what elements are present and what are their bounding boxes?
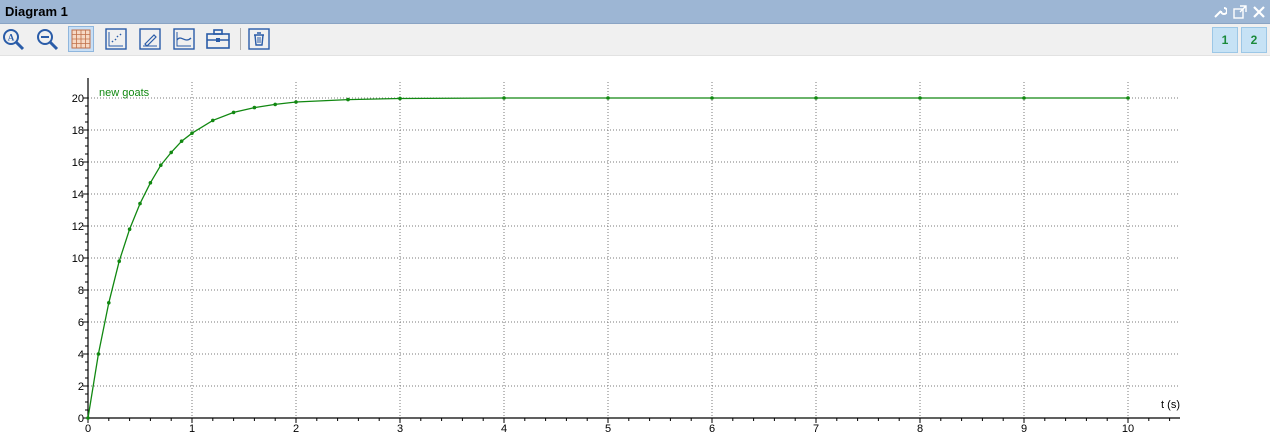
data-point — [710, 96, 714, 100]
data-point — [127, 227, 132, 231]
svg-text:A: A — [8, 33, 15, 43]
data-point — [606, 96, 610, 100]
data-point — [346, 97, 350, 102]
close-icon[interactable] — [1251, 4, 1267, 20]
zoom-out-icon[interactable] — [34, 26, 60, 52]
toolbox-icon[interactable] — [205, 26, 231, 52]
zoom-in-icon[interactable]: A — [0, 26, 26, 52]
window-title: Diagram 1 — [5, 4, 68, 19]
y-tick-label: 18 — [72, 125, 84, 137]
data-point — [398, 96, 402, 101]
x-tick-label: 0 — [85, 423, 91, 435]
page-button-2[interactable]: 2 — [1241, 27, 1267, 53]
y-tick-label: 20 — [72, 93, 84, 105]
data-point — [502, 96, 506, 100]
window-titlebar: Diagram 1 — [0, 0, 1270, 24]
data-point — [211, 118, 215, 123]
y-tick-label: 2 — [78, 381, 84, 393]
data-point — [179, 139, 184, 143]
x-tick-label: 8 — [917, 423, 923, 435]
data-point — [918, 96, 922, 100]
data-point — [1022, 96, 1026, 100]
y-tick-label: 10 — [72, 253, 84, 265]
grid-icon[interactable] — [68, 26, 94, 52]
x-tick-label: 3 — [397, 423, 403, 435]
undock-icon[interactable] — [1232, 4, 1248, 20]
series-label: new goats — [99, 87, 150, 99]
y-tick-label: 8 — [78, 285, 84, 297]
data-point — [159, 163, 163, 167]
data-point — [169, 150, 173, 155]
x-tick-label: 6 — [709, 423, 715, 435]
toolbar-separator — [240, 28, 241, 50]
y-tick-label: 0 — [78, 413, 84, 425]
data-point — [814, 96, 818, 100]
y-tick-label: 4 — [78, 349, 84, 361]
x-tick-label: 5 — [605, 423, 611, 435]
curve-icon[interactable] — [171, 26, 197, 52]
x-axis-label: t (s) — [1161, 399, 1180, 411]
data-point — [148, 181, 153, 185]
data-point — [107, 301, 111, 305]
data-point — [1126, 96, 1130, 100]
data-point — [96, 352, 101, 356]
x-tick-label: 1 — [189, 423, 195, 435]
data-point — [190, 131, 194, 135]
page-button-1[interactable]: 1 — [1212, 27, 1238, 53]
y-tick-label: 6 — [78, 317, 84, 329]
wrench-icon[interactable] — [1212, 4, 1228, 20]
data-point — [138, 201, 142, 206]
y-tick-label: 12 — [72, 221, 84, 233]
data-point — [117, 259, 121, 263]
data-point — [86, 416, 90, 420]
x-tick-label: 4 — [501, 423, 507, 435]
scatter-plot-icon[interactable] — [103, 26, 129, 52]
y-tick-label: 16 — [72, 157, 84, 169]
x-tick-label: 9 — [1021, 423, 1027, 435]
trash-icon[interactable] — [246, 26, 272, 52]
x-tick-label: 7 — [813, 423, 819, 435]
x-tick-label: 10 — [1122, 423, 1134, 435]
x-tick-label: 2 — [293, 423, 299, 435]
data-point — [294, 100, 298, 104]
data-point — [252, 105, 257, 110]
diagram-toolbar: A 1 2 — [0, 24, 1270, 56]
data-point — [231, 110, 236, 115]
edit-icon[interactable] — [137, 26, 163, 52]
y-tick-label: 14 — [72, 189, 84, 201]
data-point — [273, 102, 278, 107]
